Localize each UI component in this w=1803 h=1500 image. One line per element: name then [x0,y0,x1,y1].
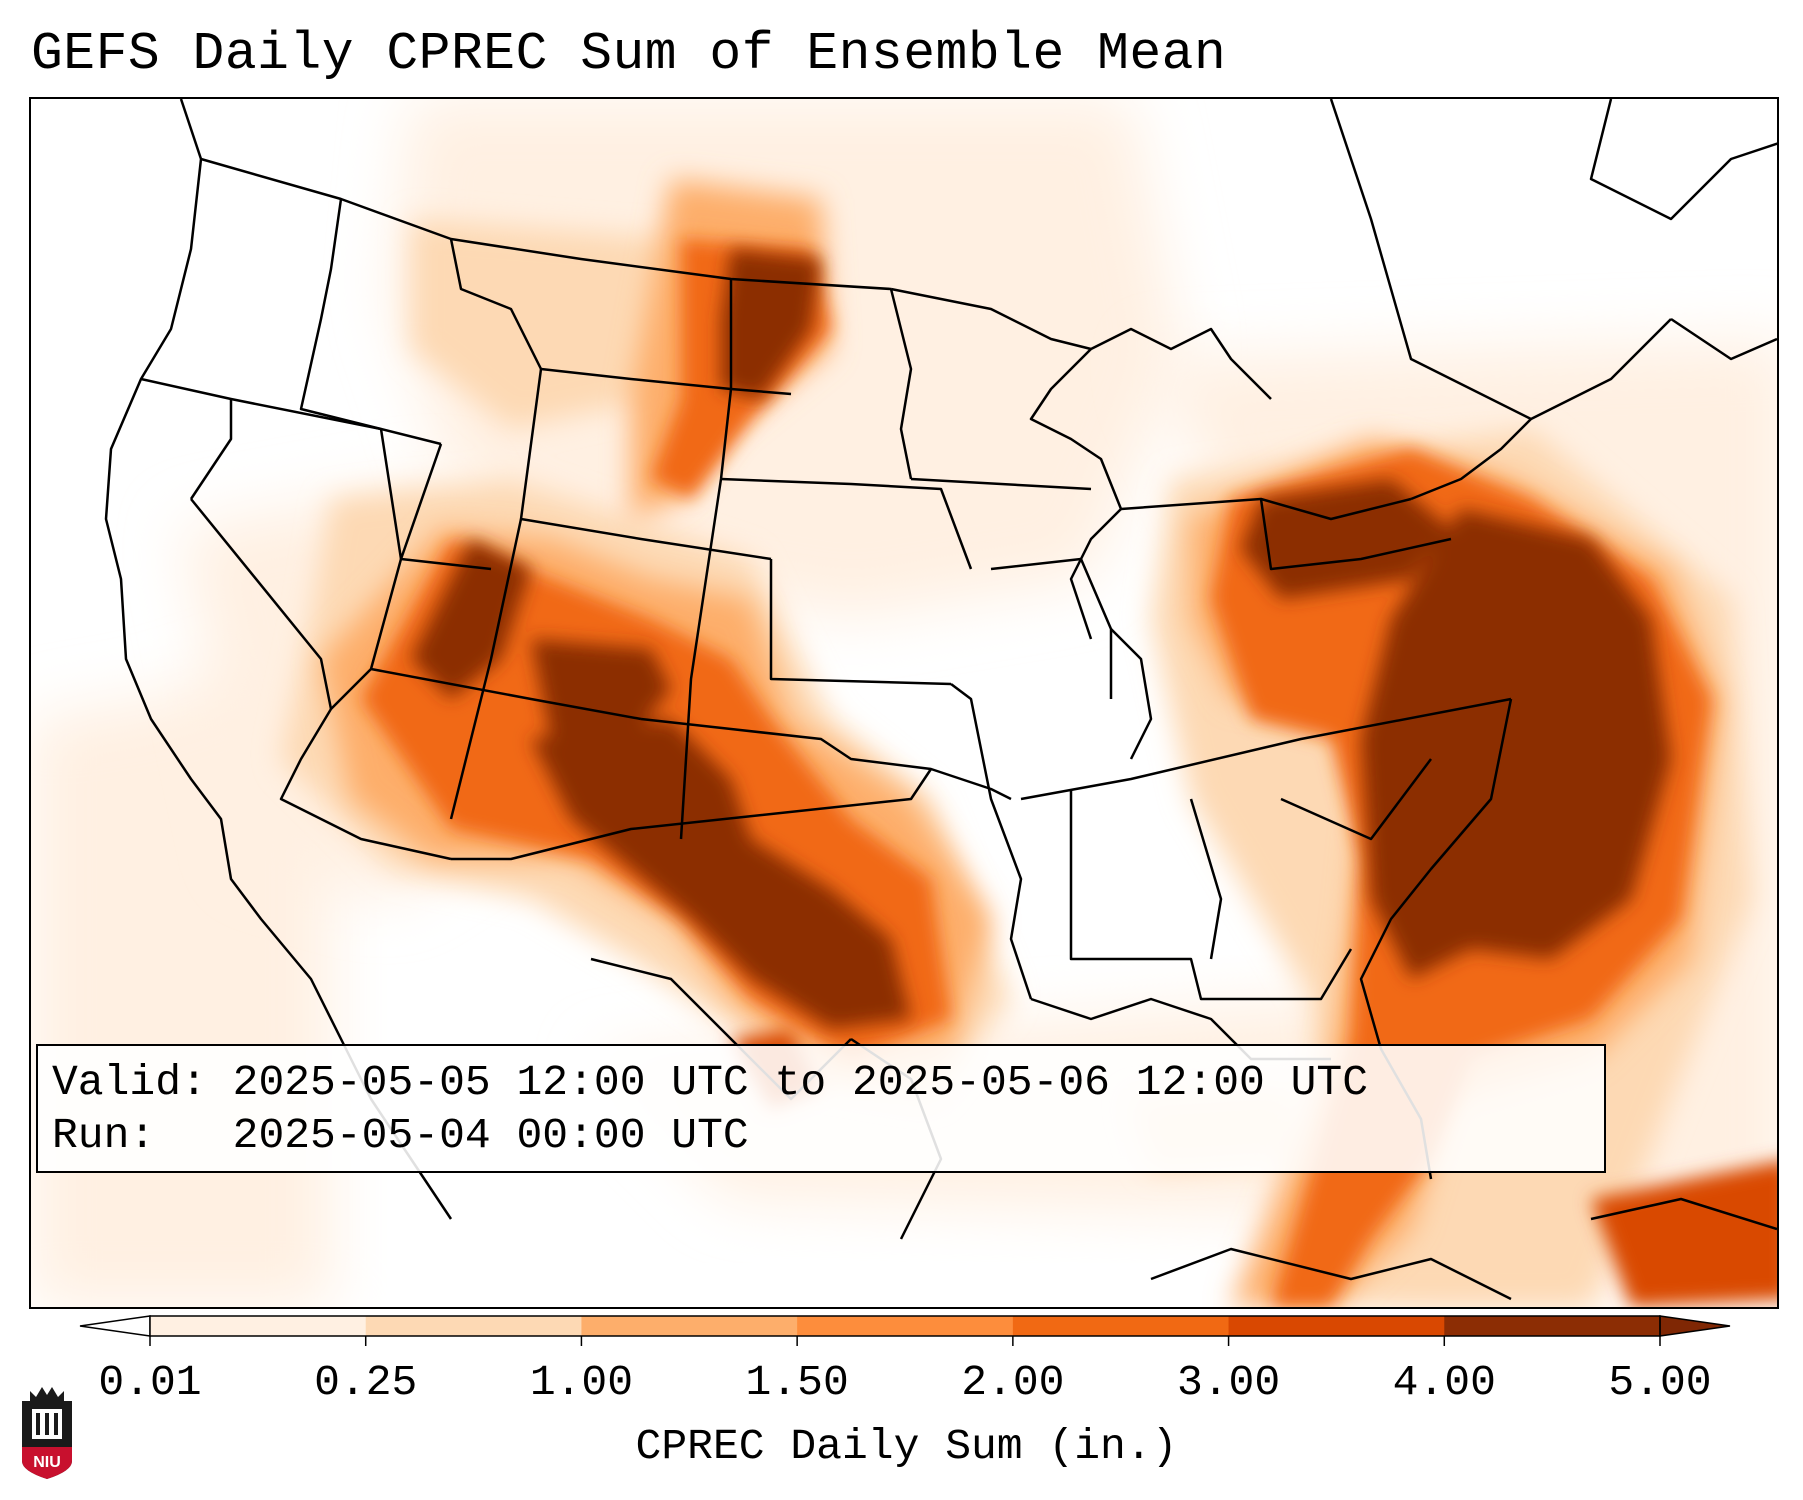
colorbar-tick-label: 4.00 [1392,1358,1496,1407]
colorbar-tick-label: 0.01 [98,1358,202,1407]
colorbar-segments [79,1315,1731,1346]
colorbar-tick-label: 3.00 [1176,1358,1281,1407]
valid-range: 2025-05-05 12:00 UTC to 2025-05-06 12:00… [232,1058,1369,1107]
map-panel [29,97,1779,1309]
map-title: GEFS Daily CPREC Sum of Ensemble Mean [31,24,1227,84]
niu-logo: NIU [22,1387,72,1479]
colorbar-tick-label: 1.50 [745,1358,849,1407]
colorbar-segment [1228,1316,1445,1336]
colorbar-segment [797,1316,1014,1336]
colorbar-tick-label: 0.25 [314,1358,418,1407]
precip-field-extreme [411,249,1671,1109]
colorbar-outline [149,1315,1661,1337]
colorbar-tick-label: 5.00 [1608,1358,1712,1407]
colorbar-segment [150,1316,367,1336]
valid-time-box: Valid: 2025-05-05 12:00 UTC to 2025-05-0… [36,1044,1606,1173]
run-label: Run: [52,1111,156,1160]
colorbar-extend-low [79,1315,151,1337]
precip-map [31,99,1777,1307]
colorbar-label: CPREC Daily Sum (in.) [635,1422,1178,1471]
run-time: 2025-05-04 00:00 UTC [232,1111,749,1160]
colorbar-segment [365,1316,582,1336]
state-boundaries [104,99,1777,1301]
colorbar-extend-high [1659,1315,1731,1337]
colorbar-segment [581,1316,798,1336]
logo-text: NIU [33,1454,61,1471]
colorbar [79,1315,1731,1346]
colorbar-segment [1444,1316,1661,1336]
valid-label: Valid: [52,1058,207,1107]
colorbar-tick-label: 1.00 [529,1358,634,1407]
colorbar-tick-label: 2.00 [961,1358,1065,1407]
colorbar-segment [1012,1316,1230,1336]
